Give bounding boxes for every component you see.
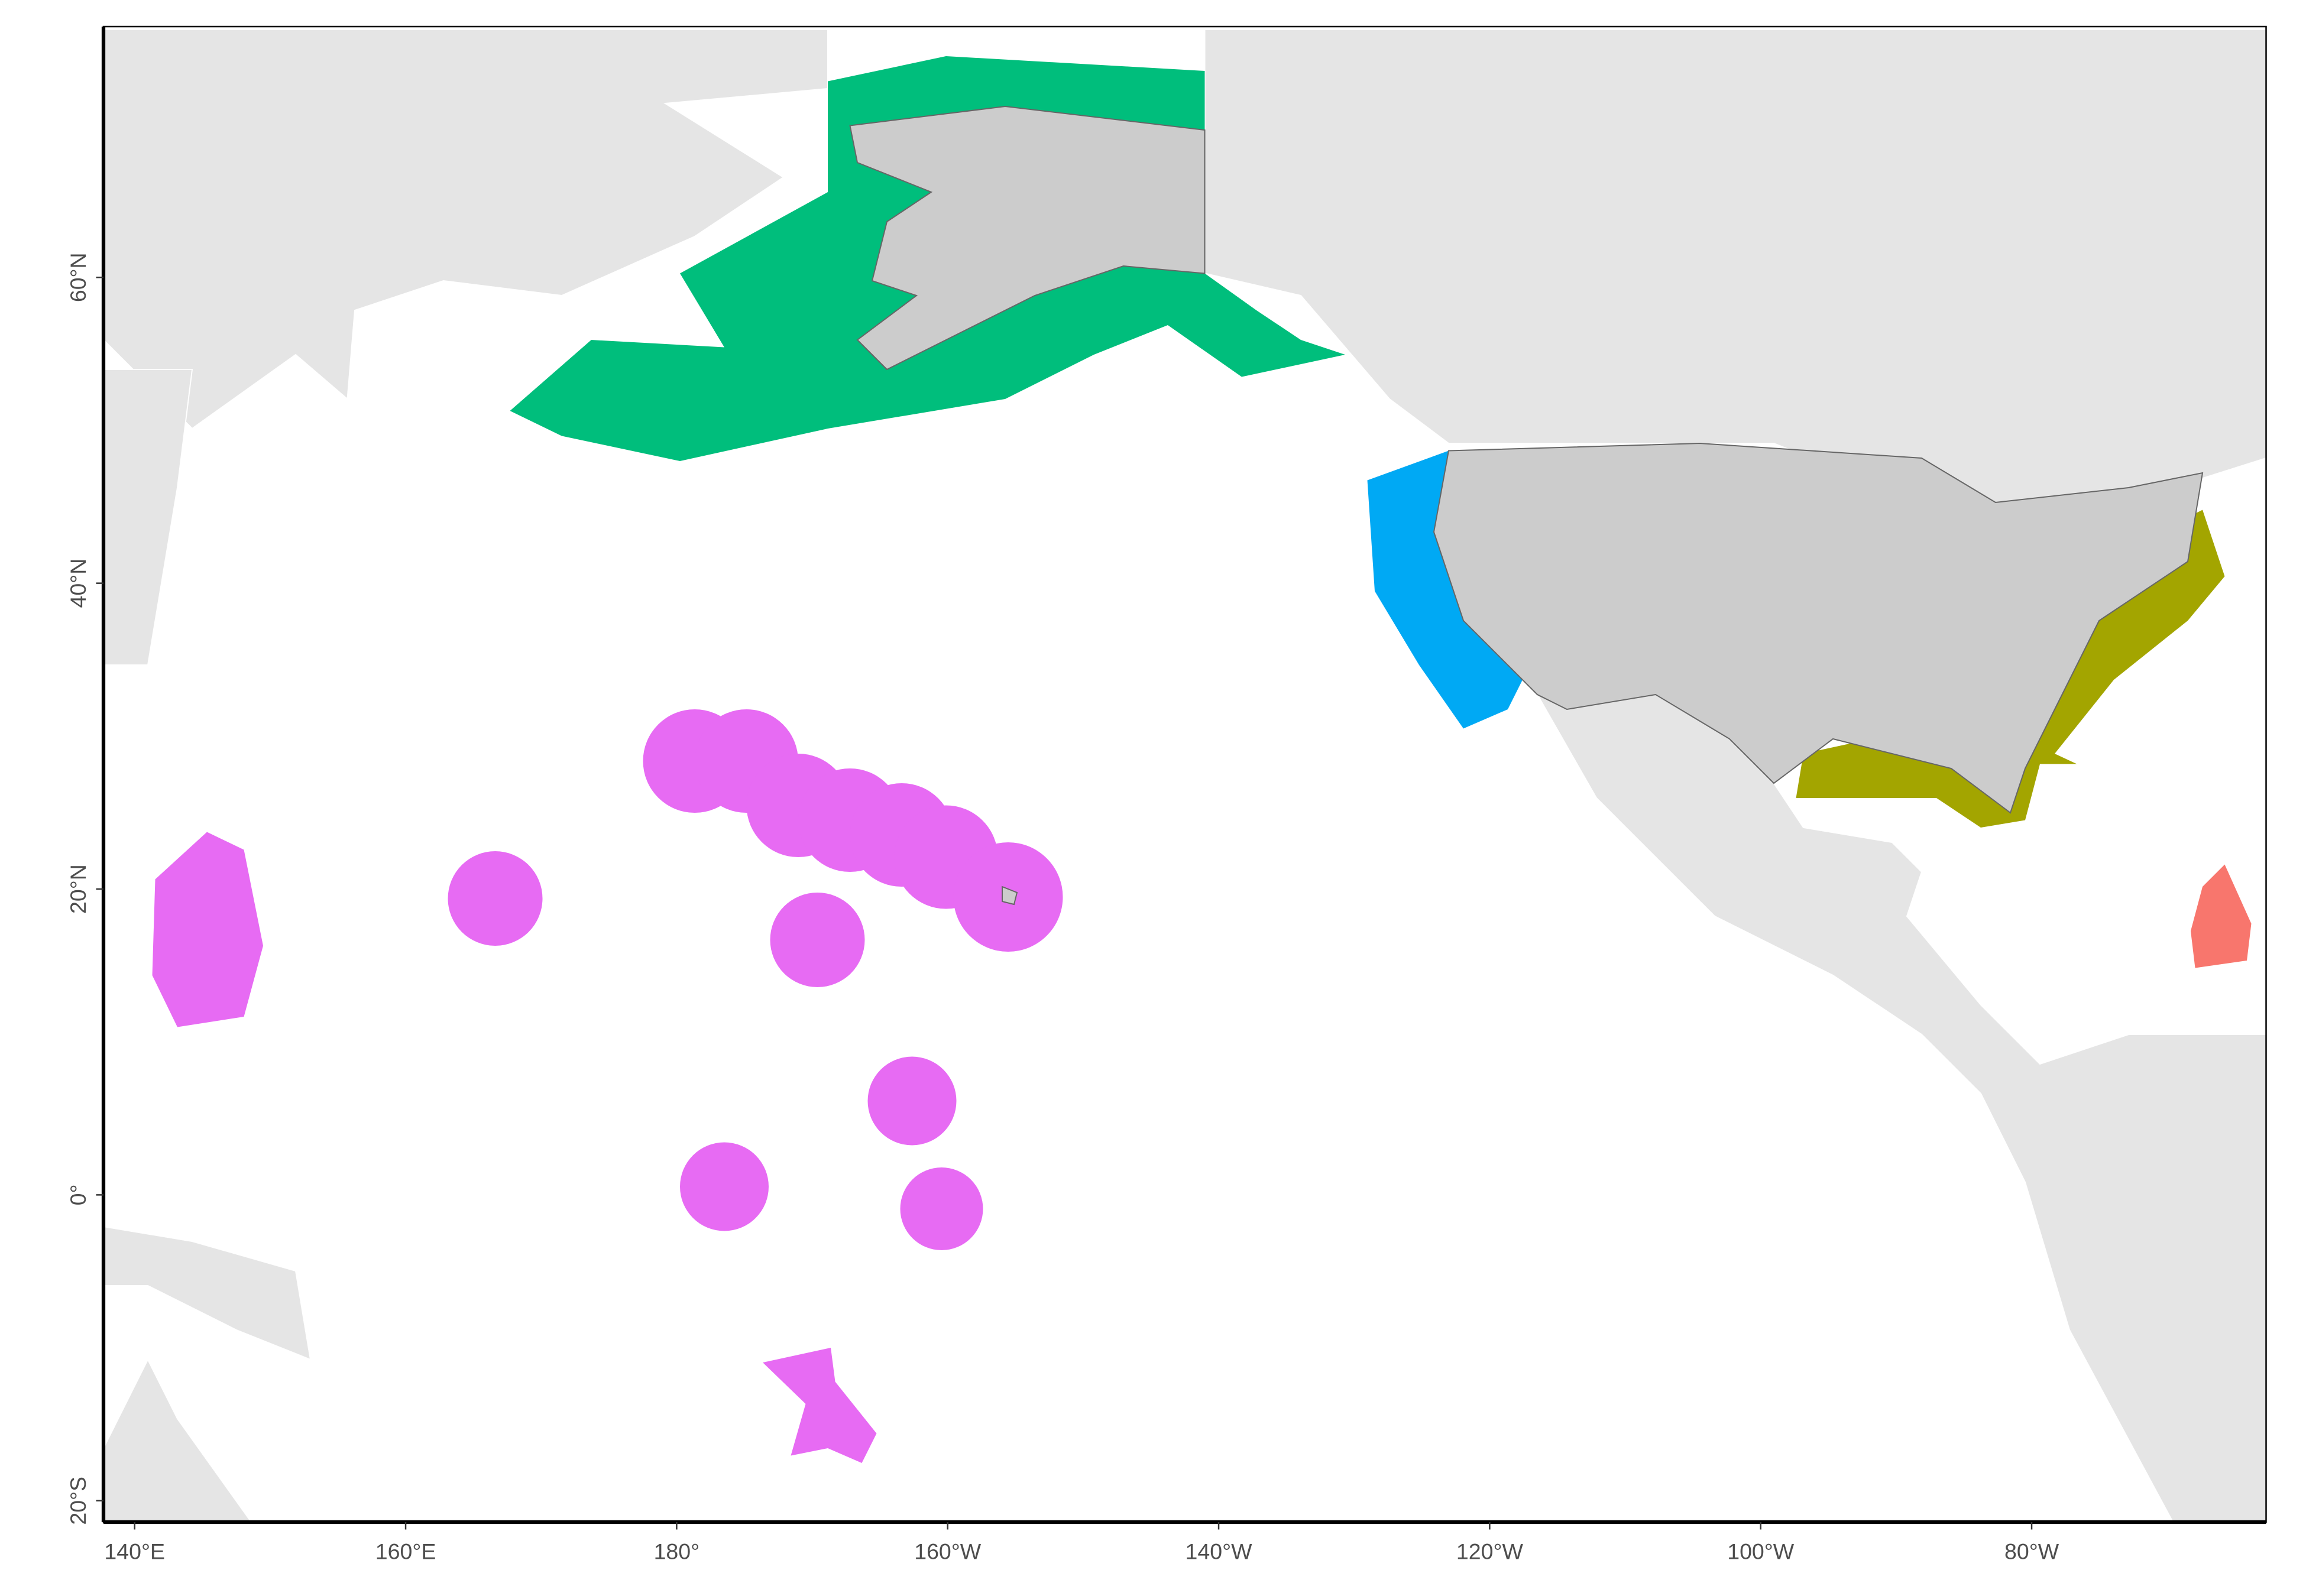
mexico-south-america bbox=[1536, 694, 2266, 1522]
x-tick-label: 120°W bbox=[1456, 1539, 1524, 1564]
zone-circle bbox=[770, 893, 865, 987]
australia-land bbox=[103, 1358, 252, 1522]
hawaii bbox=[1002, 885, 1018, 906]
x-tick-label: 160°E bbox=[375, 1539, 436, 1564]
samoa-zone bbox=[763, 1348, 877, 1463]
y-tick-label: 20°S bbox=[66, 1477, 90, 1525]
x-tick-label: 180° bbox=[654, 1539, 700, 1564]
x-tick-label: 100°W bbox=[1727, 1539, 1795, 1564]
zone-circle bbox=[448, 851, 543, 946]
zone-circle bbox=[900, 1167, 983, 1250]
y-tick-label: 20°N bbox=[66, 864, 90, 914]
x-tick-label: 140°E bbox=[104, 1539, 165, 1564]
y-tick-label: 0° bbox=[66, 1184, 90, 1205]
japan-land bbox=[103, 369, 193, 666]
x-tick-label: 140°W bbox=[1186, 1539, 1253, 1564]
map-layers bbox=[103, 29, 2266, 1522]
contiguous-us bbox=[1433, 442, 2204, 814]
y-tick-label: 60°N bbox=[66, 252, 90, 302]
asia-land bbox=[103, 29, 828, 430]
alaska bbox=[849, 105, 1206, 371]
y-tick-label: 40°N bbox=[66, 559, 90, 608]
canada-land bbox=[1204, 29, 2266, 533]
marianas-zone bbox=[152, 832, 263, 1027]
west-coast-zone bbox=[1367, 450, 1523, 729]
zone-circle bbox=[680, 1142, 769, 1231]
x-tick-label: 160°W bbox=[914, 1539, 982, 1564]
new-guinea-land bbox=[103, 1225, 312, 1361]
pacific-islands-zone bbox=[152, 709, 1063, 1463]
x-tick-label: 80°W bbox=[2004, 1539, 2059, 1564]
zone-circle bbox=[867, 1056, 957, 1146]
caribbean-zone bbox=[2191, 864, 2252, 968]
